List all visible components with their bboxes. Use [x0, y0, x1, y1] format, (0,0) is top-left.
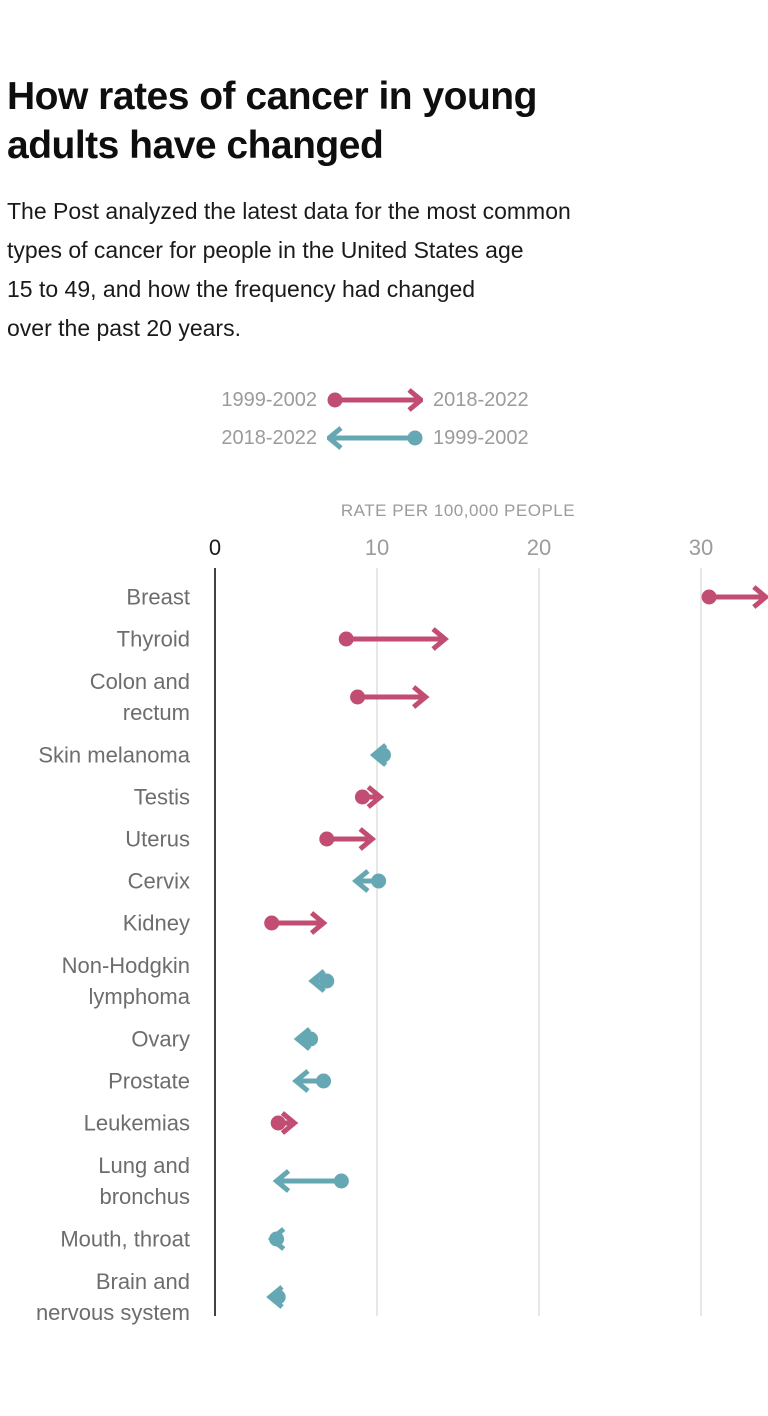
- arrowhead-icon: [752, 585, 768, 609]
- x-tick-10: 10: [364, 535, 390, 560]
- row-label: Cervix: [127, 868, 190, 894]
- chart-row-mark: [352, 869, 387, 893]
- start-dot-icon: [269, 1231, 285, 1247]
- chart-row-mark: [293, 1027, 319, 1051]
- x-tick-0: 0: [208, 535, 222, 560]
- legend-row-decrease: 2018-2022 1999-2002: [0, 419, 768, 457]
- arrowhead-icon: [308, 969, 326, 993]
- chart-row-mark: [264, 911, 328, 935]
- x-tick-30: 30: [688, 535, 714, 560]
- chart-row-mark: [292, 1069, 332, 1093]
- legend-row-increase: 1999-2002 2018-2022: [0, 381, 768, 419]
- row-label: Skin melanoma: [38, 742, 190, 768]
- row-label: Prostate: [108, 1068, 190, 1094]
- row-label: Breast: [126, 584, 190, 610]
- legend: 1999-2002 2018-2022 2018-2022 1999-2002: [0, 381, 768, 457]
- page-subtitle: The Post analyzed the latest data for th…: [7, 198, 571, 341]
- chart-row-mark: [369, 743, 391, 767]
- arrowhead-icon: [309, 911, 328, 935]
- start-dot-icon: [270, 1115, 286, 1131]
- legend-end-label: 2018-2022: [433, 388, 529, 411]
- x-tick-20: 20: [526, 535, 552, 560]
- start-dot-icon: [354, 789, 370, 805]
- chart-row-mark: [701, 585, 768, 609]
- arrowhead-icon: [352, 869, 370, 893]
- row-label: Lung and bronchus: [98, 1153, 190, 1209]
- chart-canvas: [214, 568, 768, 1316]
- chart-row-mark: [338, 627, 449, 651]
- start-dot-icon: [333, 1173, 349, 1189]
- x-axis-title: RATE PER 100,000 PEOPLE: [340, 501, 576, 520]
- start-dot-icon: [319, 831, 335, 847]
- row-label: Brain and nervous system: [35, 1269, 190, 1325]
- arrowhead-icon: [411, 685, 430, 709]
- chart-row-mark: [350, 685, 430, 709]
- arrowhead-icon: [272, 1169, 291, 1193]
- start-dot-icon: [316, 1073, 332, 1089]
- row-label: Colon and rectum: [89, 669, 190, 725]
- start-dot-icon: [350, 689, 366, 705]
- chart-row-mark: [267, 1227, 286, 1251]
- chart-row-mark: [270, 1111, 299, 1135]
- row-label: Testis: [133, 784, 190, 810]
- arrowhead-icon: [280, 1111, 299, 1135]
- start-dot-icon: [371, 873, 387, 889]
- arrowhead-icon: [431, 627, 449, 651]
- start-dot-icon: [270, 1289, 286, 1305]
- legend-end-label: 2018-2022: [221, 426, 317, 449]
- row-label: Mouth, throat: [60, 1226, 190, 1252]
- chart-row-mark: [308, 969, 335, 993]
- arrowhead-icon: [366, 785, 385, 809]
- row-label: Ovary: [131, 1026, 190, 1052]
- start-dot-icon: [375, 747, 391, 763]
- legend-start-label: 1999-2002: [221, 388, 317, 411]
- start-dot-icon: [319, 973, 335, 989]
- row-label: Kidney: [122, 910, 190, 936]
- page-title: How rates of cancer in young adults have…: [7, 75, 537, 167]
- row-label: Leukemias: [83, 1110, 190, 1136]
- start-dot-icon: [303, 1031, 319, 1047]
- chart-row-mark: [272, 1169, 349, 1193]
- arrowhead-icon: [293, 1027, 312, 1051]
- row-label: Thyroid: [116, 626, 190, 652]
- arrowhead-icon: [292, 1069, 310, 1093]
- increase-arrow-icon: [327, 388, 423, 412]
- row-label: Uterus: [125, 826, 190, 852]
- arrowhead-icon: [358, 827, 377, 851]
- row-label: Non-Hodgkin lymphoma: [61, 953, 190, 1009]
- start-dot-icon: [338, 631, 354, 647]
- decrease-arrow-icon: [327, 426, 423, 450]
- start-dot-icon: [701, 589, 717, 605]
- start-dot-icon: [264, 915, 280, 931]
- gridlines: [214, 568, 702, 1316]
- chart-row-mark: [319, 827, 377, 851]
- chart-row-mark: [266, 1285, 286, 1309]
- legend-start-label: 1999-2002: [433, 426, 529, 449]
- chart-row-mark: [354, 785, 385, 809]
